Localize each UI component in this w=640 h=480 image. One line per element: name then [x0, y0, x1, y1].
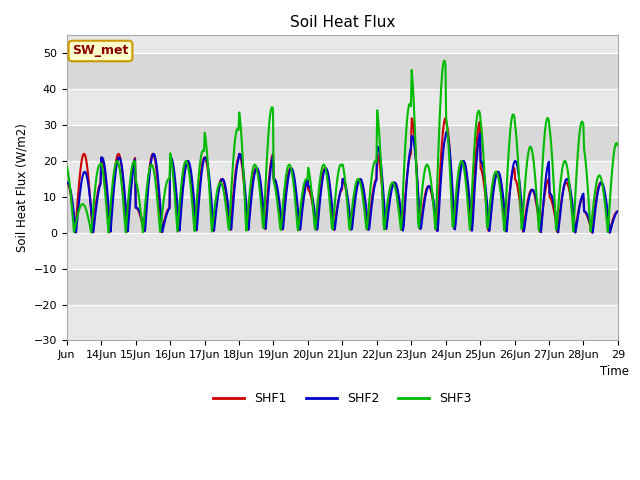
SHF3 [230, 154, 237, 160]
Bar [67, 269, 618, 304]
SHF2 [442, 130, 450, 135]
Title: Soil Heat Flux: Soil Heat Flux [290, 15, 395, 30]
SHF1 [399, 224, 407, 229]
Bar [67, 233, 618, 269]
SHF2 [399, 228, 407, 233]
Line: SHF1: SHF1 [67, 118, 618, 233]
Text: SW_met: SW_met [72, 45, 129, 58]
SHF1 [127, 176, 135, 181]
Legend: SHF1, SHF2, SHF3: SHF1, SHF2, SHF3 [208, 387, 477, 410]
SHF3 [614, 143, 621, 149]
SHF1 [605, 230, 613, 236]
SHF2 [127, 183, 135, 189]
SHF2 [277, 212, 285, 218]
SHF3 [400, 172, 408, 178]
SHF3 [257, 198, 264, 204]
Y-axis label: Soil Heat Flux (W/m2): Soil Heat Flux (W/m2) [15, 123, 28, 252]
Line: SHF2: SHF2 [67, 132, 618, 233]
SHF3 [129, 163, 136, 169]
SHF1 [229, 198, 237, 204]
X-axis label: Time: Time [600, 365, 629, 378]
SHF1 [277, 218, 285, 224]
Bar [67, 161, 618, 197]
SHF1 [614, 208, 621, 214]
SHF2 [589, 230, 596, 236]
SHF3 [104, 230, 112, 236]
Bar [67, 53, 618, 89]
SHF3 [278, 218, 285, 224]
SHF1 [430, 205, 438, 211]
Bar [67, 89, 618, 125]
SHF2 [229, 207, 237, 213]
SHF1 [256, 180, 264, 186]
Bar [67, 304, 618, 340]
SHF2 [256, 176, 264, 181]
SHF3 [440, 58, 448, 63]
SHF3 [63, 164, 70, 169]
Line: SHF3: SHF3 [67, 60, 618, 233]
SHF2 [63, 180, 70, 186]
Bar [67, 197, 618, 233]
Bar [67, 125, 618, 161]
SHF1 [442, 115, 449, 121]
SHF2 [614, 208, 621, 214]
SHF1 [63, 180, 70, 185]
SHF2 [430, 200, 438, 206]
SHF3 [431, 217, 438, 223]
